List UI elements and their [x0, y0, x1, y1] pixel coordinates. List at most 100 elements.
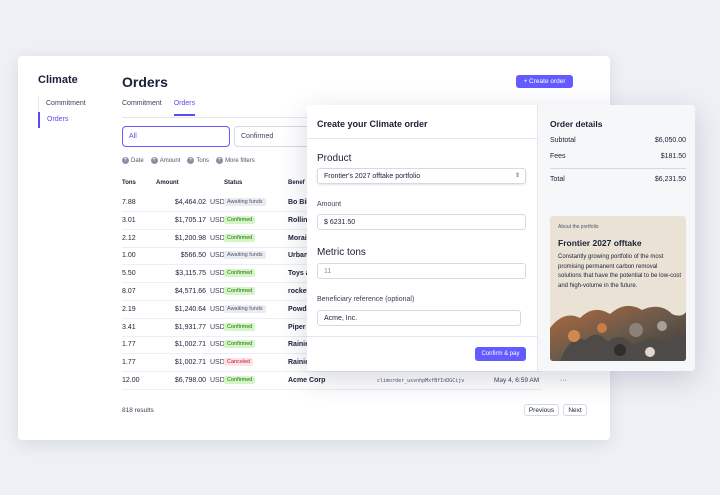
page-title: Orders — [122, 74, 168, 90]
amount-cell: $4,571.66 — [174, 288, 206, 295]
tons-cell: 1.00 — [122, 252, 136, 260]
divider — [550, 168, 686, 169]
status-badge: Confirmed — [224, 233, 256, 242]
currency-cell: USD — [210, 234, 225, 242]
order-form: Create your Climate order Product Fronti… — [307, 105, 537, 371]
fees-value: $181.50 — [660, 153, 686, 160]
currency-cell: USD — [210, 359, 225, 367]
next-page-button[interactable]: Next — [563, 404, 587, 416]
column-header-status[interactable]: Status — [224, 180, 243, 186]
column-header-tons[interactable]: Tons — [122, 180, 136, 186]
create-order-button[interactable]: + Create order — [516, 75, 573, 88]
amount-cell: $1,002.71 — [174, 341, 206, 349]
currency-cell: USD — [210, 341, 225, 349]
amount-cell: $1,002.71 — [174, 359, 206, 367]
amount-cell: $6,798.00 — [174, 377, 206, 384]
beneficiary-cell: rocket — [288, 288, 310, 295]
tab-commitment[interactable]: Commitment — [122, 100, 162, 107]
amount-label: Amount — [317, 201, 342, 208]
status-badge: Confirmed — [224, 269, 256, 278]
filter-chip-label: More filters — [225, 157, 255, 164]
amount-cell: $3,115.75 — [175, 270, 206, 278]
plus-icon: + — [187, 157, 195, 164]
previous-page-button[interactable]: Previous — [524, 404, 559, 416]
sidebar-nav: Commitment Orders — [38, 96, 86, 128]
plus-icon: + — [216, 157, 224, 164]
filter-chip-date[interactable]: + Date — [122, 157, 144, 164]
confirm-pay-button[interactable]: Confirm & pay — [475, 347, 526, 361]
currency-cell: USD — [210, 288, 225, 295]
tabs-divider — [122, 117, 322, 118]
amount-cell: $1,200.98 — [174, 234, 206, 242]
fees-label: Fees — [550, 153, 566, 160]
sidebar-item-orders[interactable]: Orders — [38, 112, 86, 128]
create-order-modal: Create your Climate order Product Fronti… — [307, 105, 695, 371]
amount-cell: $1,240.64 — [174, 305, 206, 313]
portfolio-rock-image — [550, 305, 686, 361]
currency-cell: USD — [210, 323, 225, 331]
beneficiary-cell: Rainie — [288, 341, 310, 349]
beneficiary-cell: Powdl — [288, 305, 309, 313]
metric-tons-field[interactable]: 11 — [317, 263, 526, 279]
filter-chip-label: Amount — [159, 157, 181, 164]
currency-cell: USD — [210, 216, 225, 224]
beneficiary-cell: Urban — [288, 252, 309, 260]
tons-cell: 8.07 — [122, 288, 136, 295]
modal-title: Create your Climate order — [317, 119, 428, 129]
table-row[interactable]: 12.00 $6,798.00 USD Confirmed Acme Corp climo… — [122, 372, 567, 390]
table-row[interactable]: 1.77 $1,002.71 USD Canceled Rainie — [122, 354, 542, 373]
order-details-title: Order details — [550, 119, 603, 129]
tons-cell: 12.00 — [122, 377, 140, 384]
divider — [307, 336, 537, 337]
status-badge: Canceled — [224, 358, 254, 367]
filter-chips: + Date + Amount + Tons + More filters — [122, 157, 255, 164]
beneficiary-cell: Bo Bike — [288, 199, 315, 206]
beneficiary-label: Beneficiary reference (optional) — [317, 296, 415, 303]
status-badge: Awaiting funds — [224, 251, 266, 260]
order-details-panel: Order details Subtotal $6,050.00 Fees $1… — [537, 105, 695, 371]
amount-field[interactable]: $ 6231.50 — [317, 214, 526, 230]
currency-cell: USD — [210, 270, 225, 278]
status-badge: Confirmed — [224, 322, 256, 331]
total-row: Total $6,231.50 — [550, 176, 686, 183]
portfolio-card: About the portfolio Frontier 2027 offtak… — [550, 216, 686, 361]
tons-cell: 3.01 — [122, 216, 136, 224]
product-select[interactable]: Frontier's 2027 offtake portfolio ⇕ — [317, 168, 526, 184]
order-id-cell: climorder_usvnhpMxfBfInDGCijv — [377, 378, 465, 384]
beneficiary-cell: Morai — [288, 234, 307, 242]
filter-chip-more[interactable]: + More filters — [216, 157, 255, 164]
tons-cell: 2.12 — [122, 234, 136, 242]
chevron-updown-icon: ⇕ — [514, 173, 520, 179]
currency-cell: USD — [210, 305, 225, 313]
filter-chip-amount[interactable]: + Amount — [150, 157, 181, 164]
filter-chip-label: Tons — [196, 157, 210, 164]
beneficiary-cell: Rolling — [288, 216, 312, 224]
subtotal-row: Subtotal $6,050.00 — [550, 137, 686, 144]
status-badge: Confirmed — [224, 340, 256, 349]
status-badge: Confirmed — [224, 376, 256, 384]
amount-cell: $1,705.17 — [174, 216, 206, 224]
sidebar-item-commitment[interactable]: Commitment — [46, 100, 86, 107]
beneficiary-field[interactable]: Acme, Inc. — [317, 310, 521, 326]
beneficiary-cell: Acme Corp — [288, 377, 326, 384]
status-badge: Confirmed — [224, 287, 256, 295]
column-header-amount[interactable]: Amount — [156, 180, 179, 186]
tons-cell: 5.50 — [122, 270, 136, 278]
plus-icon: + — [122, 157, 129, 164]
app-brand: Climate — [38, 74, 78, 86]
tab-orders[interactable]: Orders — [173, 100, 196, 116]
status-badge: Confirmed — [224, 215, 256, 224]
subtotal-value: $6,050.00 — [654, 137, 686, 144]
plus-icon: + — [150, 157, 158, 164]
currency-cell: USD — [210, 252, 225, 260]
filter-segment-confirmed[interactable]: Confirmed — [234, 126, 326, 147]
subtotal-label: Subtotal — [550, 137, 576, 144]
column-header-beneficiary[interactable]: Benef — [288, 180, 305, 186]
currency-cell: USD — [210, 199, 225, 206]
status-badge: Awaiting funds — [224, 304, 266, 313]
more-actions-icon[interactable]: ··· — [560, 377, 567, 384]
filter-segment-all[interactable]: All — [122, 126, 230, 147]
filter-chip-tons[interactable]: + Tons — [187, 157, 209, 164]
date-cell: May 4, 6:59 AM — [494, 377, 540, 384]
metric-tons-label: Metric tons — [317, 247, 366, 258]
